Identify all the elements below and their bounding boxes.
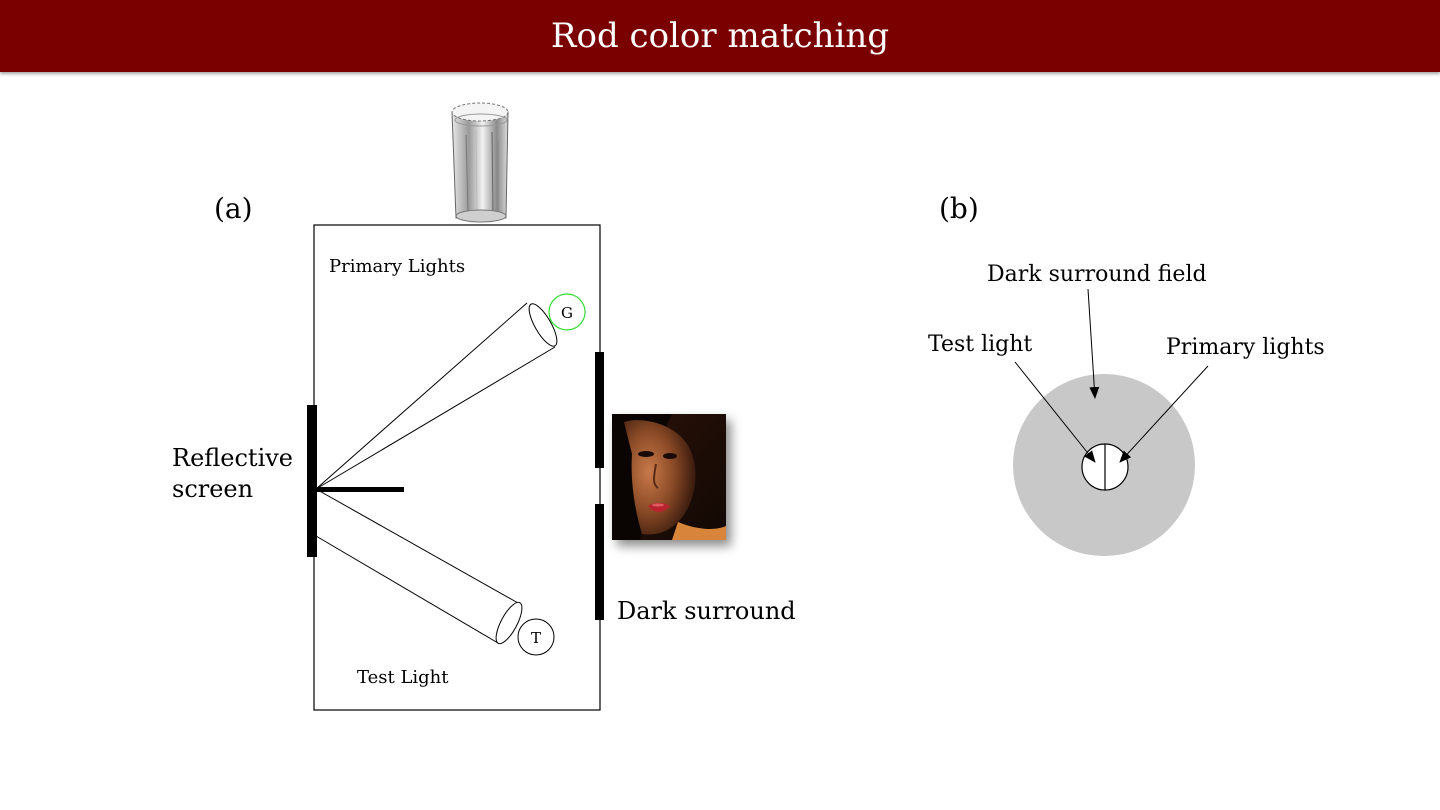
green-source-label: G xyxy=(561,304,573,322)
test-light-beam xyxy=(315,488,523,645)
dark-surround-bar-top xyxy=(595,352,604,468)
primary-lights-label: Primary Lights xyxy=(329,256,465,277)
observer-face-photo xyxy=(612,414,726,540)
slide-title: Rod color matching xyxy=(550,16,890,56)
primary-lights-label-b: Primary lights xyxy=(1166,335,1325,360)
screen-divider xyxy=(314,487,404,492)
reflective-screen-label-1: Reflective xyxy=(172,444,293,472)
reflective-screen-bar xyxy=(307,405,317,557)
dark-surround-field-label: Dark surround field xyxy=(987,262,1207,287)
dark-surround-bar-bottom xyxy=(595,504,604,620)
test-source-label: T xyxy=(531,629,541,647)
panel-a-label: (a) xyxy=(214,192,253,225)
canister-sketch xyxy=(451,102,509,223)
title-bar: Rod color matching xyxy=(0,0,1440,72)
test-source-circle xyxy=(517,618,555,656)
arrow-surround xyxy=(1087,288,1100,399)
green-light-beam xyxy=(315,302,558,490)
arrow-test-light xyxy=(1014,361,1096,463)
test-light-label: Test Light xyxy=(357,667,449,688)
panel-b-label: (b) xyxy=(939,192,979,225)
green-source-circle xyxy=(548,293,586,331)
dark-surround-label: Dark surround xyxy=(617,597,796,625)
reflective-screen-label-2: screen xyxy=(172,475,253,503)
arrow-primary-lights xyxy=(1119,365,1209,463)
test-light-label-b: Test light xyxy=(928,332,1032,357)
